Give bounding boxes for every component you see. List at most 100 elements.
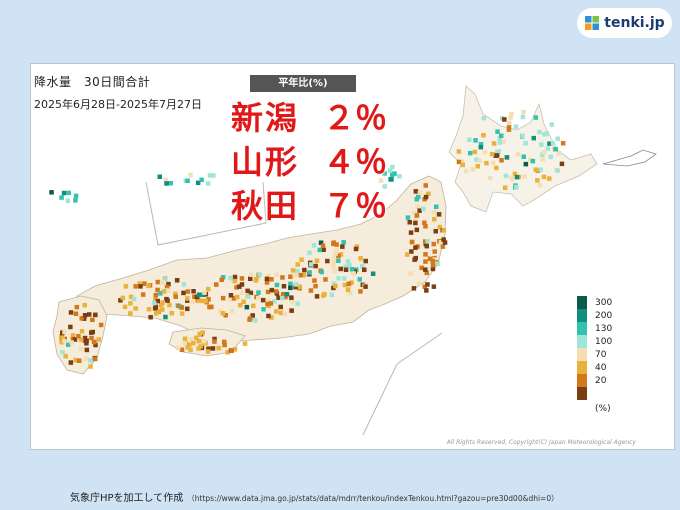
station-marker xyxy=(338,266,343,272)
legend-item: 40 xyxy=(577,361,612,374)
station-marker xyxy=(199,177,204,183)
station-marker xyxy=(488,175,493,181)
station-marker xyxy=(530,158,536,164)
station-marker xyxy=(409,239,415,245)
legend-item: 130 xyxy=(577,322,612,335)
legend-item: 300 xyxy=(577,296,612,309)
station-marker xyxy=(423,259,428,264)
station-marker xyxy=(200,298,205,304)
legend-item: 200 xyxy=(577,309,612,322)
station-marker xyxy=(160,279,165,285)
station-marker xyxy=(467,150,473,156)
station-marker xyxy=(408,271,413,276)
station-marker xyxy=(142,281,147,286)
station-marker xyxy=(495,129,500,134)
station-marker xyxy=(207,304,212,310)
station-marker xyxy=(390,164,395,170)
station-marker xyxy=(201,338,207,344)
station-marker xyxy=(222,339,227,345)
station-marker xyxy=(533,167,538,172)
station-marker xyxy=(547,176,552,181)
station-marker xyxy=(274,309,279,314)
station-marker xyxy=(261,307,266,312)
station-marker xyxy=(295,301,300,306)
legend-swatch xyxy=(577,348,587,361)
station-marker xyxy=(333,251,338,256)
source-url[interactable]: （https://www.data.jma.go.jp/stats/data/m… xyxy=(187,494,559,503)
station-marker xyxy=(118,298,123,303)
station-marker xyxy=(133,306,138,311)
highlight-row: 山形 ４％ xyxy=(231,140,399,184)
station-marker xyxy=(413,189,419,194)
station-marker xyxy=(370,271,376,276)
station-marker xyxy=(179,347,185,352)
brand-logo[interactable]: tenki.jp xyxy=(577,8,672,38)
station-marker xyxy=(72,337,78,342)
ratio-label: 平年比(%) xyxy=(250,75,356,92)
station-marker xyxy=(256,295,261,301)
legend: 300 200 130 100 70 40 20 (%) xyxy=(577,296,612,414)
station-marker xyxy=(272,299,277,304)
station-marker xyxy=(307,270,312,275)
station-marker xyxy=(539,152,545,158)
station-marker xyxy=(120,295,126,301)
station-marker xyxy=(317,247,322,253)
station-marker xyxy=(69,340,74,345)
station-marker xyxy=(430,266,436,272)
station-marker xyxy=(556,150,562,156)
station-marker xyxy=(269,287,275,293)
station-marker xyxy=(165,288,171,294)
station-marker xyxy=(87,312,92,317)
station-marker xyxy=(266,273,271,278)
station-marker xyxy=(490,160,496,166)
station-marker xyxy=(248,276,253,281)
station-marker xyxy=(273,289,279,294)
station-marker xyxy=(154,311,159,316)
station-marker xyxy=(160,307,165,312)
station-marker xyxy=(494,165,499,171)
station-marker xyxy=(547,141,552,146)
station-marker xyxy=(92,339,97,345)
station-marker xyxy=(425,238,430,244)
station-marker xyxy=(331,281,337,286)
station-marker xyxy=(265,289,271,295)
station-marker xyxy=(481,115,487,121)
station-marker xyxy=(321,247,326,252)
station-marker xyxy=(155,279,161,285)
station-marker xyxy=(229,348,234,353)
station-marker xyxy=(405,215,411,220)
legend-label: 20 xyxy=(595,375,607,386)
station-marker xyxy=(274,272,279,277)
station-marker xyxy=(343,267,349,272)
station-marker xyxy=(68,360,74,365)
station-marker xyxy=(531,135,536,141)
station-marker xyxy=(280,275,285,280)
station-marker xyxy=(542,132,547,137)
station-marker xyxy=(437,224,443,230)
station-marker xyxy=(497,140,502,145)
legend-label: 200 xyxy=(595,310,613,321)
station-marker xyxy=(295,268,300,274)
station-marker xyxy=(539,142,544,147)
station-marker xyxy=(499,133,504,138)
station-marker xyxy=(514,174,520,180)
station-marker xyxy=(276,295,281,300)
station-marker xyxy=(559,161,565,167)
station-marker xyxy=(49,190,54,195)
station-marker xyxy=(187,342,192,347)
station-marker xyxy=(278,310,284,316)
station-marker xyxy=(247,317,252,322)
station-marker xyxy=(390,172,395,178)
station-marker xyxy=(253,318,258,323)
station-marker xyxy=(228,293,234,298)
station-marker xyxy=(217,308,223,314)
station-marker xyxy=(290,268,296,273)
station-marker xyxy=(234,294,240,300)
station-marker xyxy=(59,195,64,200)
station-marker xyxy=(325,258,330,264)
station-marker xyxy=(179,305,185,310)
station-marker xyxy=(211,173,216,178)
station-marker xyxy=(165,298,170,303)
station-marker xyxy=(329,292,334,298)
station-marker xyxy=(442,240,448,245)
